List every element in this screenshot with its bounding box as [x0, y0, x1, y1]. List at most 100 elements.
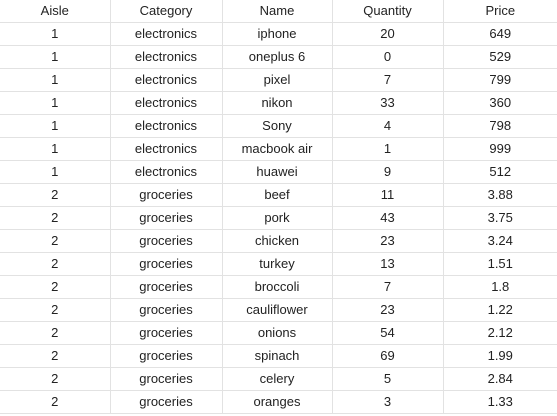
header-cell-aisle[interactable]: Aisle: [0, 0, 111, 23]
cell-quantity[interactable]: 20: [332, 22, 444, 46]
cell-quantity[interactable]: 4: [332, 114, 444, 138]
header-cell-name[interactable]: Name: [222, 0, 333, 23]
table-row: 1 electronics nikon 33 360: [0, 91, 557, 115]
cell-name[interactable]: pixel: [222, 68, 333, 92]
cell-category[interactable]: groceries: [110, 321, 223, 345]
cell-aisle[interactable]: 2: [0, 275, 111, 299]
cell-price[interactable]: 1.22: [443, 298, 557, 322]
cell-price[interactable]: 3.75: [443, 206, 557, 230]
cell-quantity[interactable]: 13: [332, 252, 444, 276]
cell-name[interactable]: onions: [222, 321, 333, 345]
cell-aisle[interactable]: 2: [0, 390, 111, 414]
header-cell-price[interactable]: Price: [443, 0, 557, 23]
cell-name[interactable]: turkey: [222, 252, 333, 276]
cell-quantity[interactable]: 69: [332, 344, 444, 368]
cell-quantity[interactable]: 43: [332, 206, 444, 230]
cell-category[interactable]: groceries: [110, 367, 223, 391]
cell-price[interactable]: 3.24: [443, 229, 557, 253]
cell-name[interactable]: huawei: [222, 160, 333, 184]
cell-quantity[interactable]: 3: [332, 390, 444, 414]
cell-price[interactable]: 512: [443, 160, 557, 184]
cell-quantity[interactable]: 5: [332, 367, 444, 391]
cell-quantity[interactable]: 33: [332, 91, 444, 115]
header-cell-quantity[interactable]: Quantity: [332, 0, 444, 23]
cell-aisle[interactable]: 2: [0, 298, 111, 322]
table-row: 2 groceries spinach 69 1.99: [0, 344, 557, 368]
cell-name[interactable]: oranges: [222, 390, 333, 414]
cell-category[interactable]: groceries: [110, 275, 223, 299]
header-row: Aisle Category Name Quantity Price: [0, 0, 557, 23]
cell-category[interactable]: electronics: [110, 91, 223, 115]
cell-aisle[interactable]: 2: [0, 252, 111, 276]
cell-category[interactable]: groceries: [110, 206, 223, 230]
cell-price[interactable]: 2.12: [443, 321, 557, 345]
cell-name[interactable]: chicken: [222, 229, 333, 253]
cell-category[interactable]: groceries: [110, 183, 223, 207]
cell-category[interactable]: groceries: [110, 344, 223, 368]
cell-name[interactable]: nikon: [222, 91, 333, 115]
cell-price[interactable]: 798: [443, 114, 557, 138]
table-row: 2 groceries beef 11 3.88: [0, 183, 557, 207]
cell-quantity[interactable]: 0: [332, 45, 444, 69]
cell-aisle[interactable]: 1: [0, 91, 111, 115]
cell-category[interactable]: groceries: [110, 229, 223, 253]
cell-price[interactable]: 3.88: [443, 183, 557, 207]
cell-aisle[interactable]: 1: [0, 45, 111, 69]
table-row: 2 groceries cauliflower 23 1.22: [0, 298, 557, 322]
cell-price[interactable]: 1.8: [443, 275, 557, 299]
cell-name[interactable]: cauliflower: [222, 298, 333, 322]
table-row: 2 groceries oranges 3 1.33: [0, 390, 557, 414]
table-row: 1 electronics pixel 7 799: [0, 68, 557, 92]
cell-price[interactable]: 1.51: [443, 252, 557, 276]
cell-name[interactable]: beef: [222, 183, 333, 207]
cell-price[interactable]: 1.99: [443, 344, 557, 368]
cell-aisle[interactable]: 1: [0, 137, 111, 161]
cell-aisle[interactable]: 1: [0, 68, 111, 92]
cell-price[interactable]: 649: [443, 22, 557, 46]
cell-category[interactable]: electronics: [110, 137, 223, 161]
table-row: 1 electronics Sony 4 798: [0, 114, 557, 138]
cell-category[interactable]: electronics: [110, 45, 223, 69]
cell-category[interactable]: groceries: [110, 252, 223, 276]
cell-price[interactable]: 1.33: [443, 390, 557, 414]
cell-price[interactable]: 360: [443, 91, 557, 115]
cell-name[interactable]: pork: [222, 206, 333, 230]
table-row: 2 groceries broccoli 7 1.8: [0, 275, 557, 299]
cell-quantity[interactable]: 23: [332, 229, 444, 253]
cell-name[interactable]: Sony: [222, 114, 333, 138]
cell-name[interactable]: spinach: [222, 344, 333, 368]
cell-aisle[interactable]: 2: [0, 183, 111, 207]
cell-quantity[interactable]: 1: [332, 137, 444, 161]
cell-aisle[interactable]: 2: [0, 229, 111, 253]
cell-aisle[interactable]: 2: [0, 206, 111, 230]
cell-name[interactable]: celery: [222, 367, 333, 391]
cell-price[interactable]: 999: [443, 137, 557, 161]
cell-name[interactable]: oneplus 6: [222, 45, 333, 69]
cell-quantity[interactable]: 9: [332, 160, 444, 184]
cell-category[interactable]: groceries: [110, 390, 223, 414]
cell-aisle[interactable]: 2: [0, 367, 111, 391]
cell-name[interactable]: macbook air: [222, 137, 333, 161]
cell-category[interactable]: groceries: [110, 298, 223, 322]
cell-aisle[interactable]: 2: [0, 321, 111, 345]
cell-aisle[interactable]: 2: [0, 344, 111, 368]
cell-quantity[interactable]: 23: [332, 298, 444, 322]
cell-price[interactable]: 529: [443, 45, 557, 69]
cell-aisle[interactable]: 1: [0, 22, 111, 46]
cell-name[interactable]: iphone: [222, 22, 333, 46]
cell-category[interactable]: electronics: [110, 68, 223, 92]
cell-quantity[interactable]: 7: [332, 275, 444, 299]
header-cell-category[interactable]: Category: [110, 0, 223, 23]
cell-aisle[interactable]: 1: [0, 160, 111, 184]
cell-price[interactable]: 2.84: [443, 367, 557, 391]
cell-category[interactable]: electronics: [110, 22, 223, 46]
cell-aisle[interactable]: 1: [0, 114, 111, 138]
cell-category[interactable]: electronics: [110, 160, 223, 184]
cell-name[interactable]: broccoli: [222, 275, 333, 299]
cell-price[interactable]: 799: [443, 68, 557, 92]
cell-category[interactable]: electronics: [110, 114, 223, 138]
cell-quantity[interactable]: 11: [332, 183, 444, 207]
cell-quantity[interactable]: 7: [332, 68, 444, 92]
cell-quantity[interactable]: 54: [332, 321, 444, 345]
table-row: 1 electronics macbook air 1 999: [0, 137, 557, 161]
